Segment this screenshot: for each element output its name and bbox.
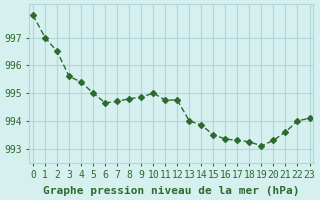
X-axis label: Graphe pression niveau de la mer (hPa): Graphe pression niveau de la mer (hPa) xyxy=(43,186,300,196)
